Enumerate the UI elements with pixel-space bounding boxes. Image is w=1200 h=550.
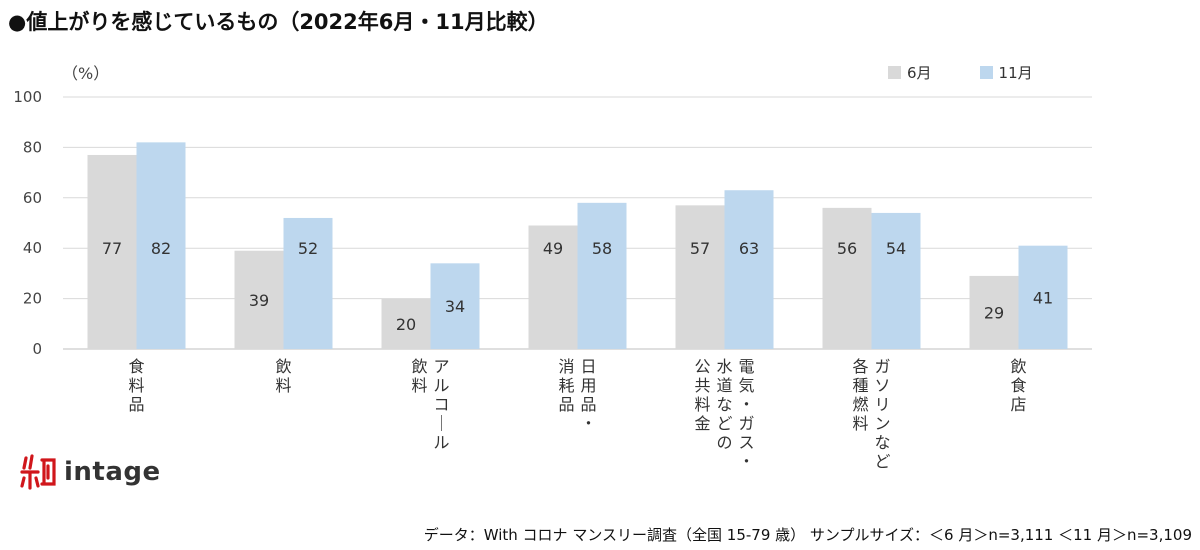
category-label-char: ソ [874, 376, 890, 395]
category-label-char: コ [433, 395, 449, 414]
category-label-char: ス [738, 433, 754, 452]
category-label-char: 燃 [852, 395, 868, 414]
bar-june [528, 225, 578, 349]
data-label-june: 57 [690, 239, 710, 258]
legend-label-june: 6月 [907, 64, 932, 82]
category-label-char: 飲 [411, 357, 427, 376]
bar-june [969, 275, 1019, 349]
y-tick-label: 60 [23, 189, 42, 207]
intage-logo-text: intage [64, 457, 161, 487]
y-axis-unit-label: （%） [62, 64, 110, 83]
chart-title: ●値上がりを感じているもの（2022年6月・11月比較） [8, 10, 549, 34]
bar-june [381, 298, 431, 349]
category-label-char: な [716, 395, 732, 414]
category-label-char: 食 [128, 357, 144, 376]
legend: 6月 11月 [888, 62, 1081, 83]
category-label-char: 品 [558, 395, 574, 414]
source-footnote: データ：With コロナ マンスリー調査（全国 15-79 歳） サンプルサイズ… [423, 526, 1192, 544]
y-tick-label: 0 [32, 340, 42, 358]
intage-logo-icon [20, 454, 56, 490]
data-label-june: 29 [984, 303, 1004, 322]
data-label-november: 54 [886, 239, 906, 258]
category-label-char: ど [716, 414, 732, 433]
category-label-char: 各 [852, 357, 868, 376]
data-label-june: 49 [543, 239, 563, 258]
category-label-char: の [716, 433, 732, 452]
y-tick-label: 100 [13, 88, 42, 106]
legend-swatch-november [979, 66, 993, 79]
legend-item-june: 6月 [888, 62, 932, 83]
category-label-char: 金 [694, 414, 710, 433]
bar-november [136, 142, 186, 349]
category-label-char: ル [433, 376, 449, 395]
category-label-char: 水 [716, 357, 732, 376]
data-label-november: 41 [1033, 288, 1053, 307]
category-label-char: ガ [874, 357, 890, 376]
category-label-char: 品 [128, 395, 144, 414]
category-label-char: 料 [694, 395, 710, 414]
category-label-char: 公 [694, 357, 710, 376]
category-label-char: ・ [738, 452, 754, 471]
category-label-char: ・ [580, 414, 596, 433]
data-label-november: 52 [298, 239, 318, 258]
category-label-char: 消 [558, 357, 574, 376]
bar-june [675, 205, 725, 349]
y-tick-label: 20 [23, 290, 42, 308]
bar-november [1018, 245, 1068, 349]
data-label-november: 63 [739, 239, 759, 258]
data-label-june: 77 [102, 239, 122, 258]
category-label-char: 料 [411, 376, 427, 395]
category-label-char: 用 [580, 376, 596, 395]
category-label-char: 料 [275, 376, 291, 395]
data-label-november: 82 [151, 239, 171, 258]
bar-june [822, 207, 872, 349]
category-label-char: 食 [1010, 376, 1026, 395]
intage-logo: intage [18, 452, 161, 492]
category-label-char: ｜ [433, 414, 449, 433]
bar-november [871, 212, 921, 349]
category-label-char: ど [874, 452, 890, 471]
category-label-char: 飲 [275, 357, 291, 376]
category-label-char: ガ [738, 414, 754, 433]
data-label-june: 39 [249, 291, 269, 310]
bar-june [234, 250, 284, 349]
bar-november [430, 263, 480, 349]
category-label-char: 気 [738, 376, 754, 395]
category-label-char: ン [874, 414, 890, 433]
category-label-char: 店 [1010, 395, 1026, 414]
category-label-char: な [874, 433, 890, 452]
category-label-char: 電 [738, 357, 754, 376]
category-label-char: 日 [580, 357, 596, 376]
category-label-char: リ [874, 395, 890, 414]
category-label-char: 共 [694, 376, 710, 395]
category-label-char: 道 [716, 376, 732, 395]
category-label-char: 耗 [558, 376, 574, 395]
bar-november [724, 190, 774, 349]
category-label-char: ア [433, 357, 449, 376]
category-label-char: 料 [128, 376, 144, 395]
legend-label-november: 11月 [998, 64, 1033, 82]
data-label-november: 58 [592, 239, 612, 258]
category-label-char: ル [433, 433, 449, 452]
y-tick-label: 80 [23, 138, 42, 156]
bar-june [87, 154, 137, 349]
category-label-char: 品 [580, 395, 596, 414]
category-label-char: 料 [852, 414, 868, 433]
data-label-june: 56 [837, 239, 857, 258]
category-label-char: 飲 [1010, 357, 1026, 376]
bar-november [283, 217, 333, 349]
y-tick-label: 40 [23, 239, 42, 257]
category-label-char: 種 [852, 376, 868, 395]
legend-item-november: 11月 [979, 62, 1033, 83]
data-label-november: 34 [445, 297, 465, 316]
legend-swatch-june [888, 66, 901, 79]
bar-november [577, 202, 627, 349]
category-label-char: ・ [738, 395, 754, 414]
data-label-june: 20 [396, 315, 416, 334]
